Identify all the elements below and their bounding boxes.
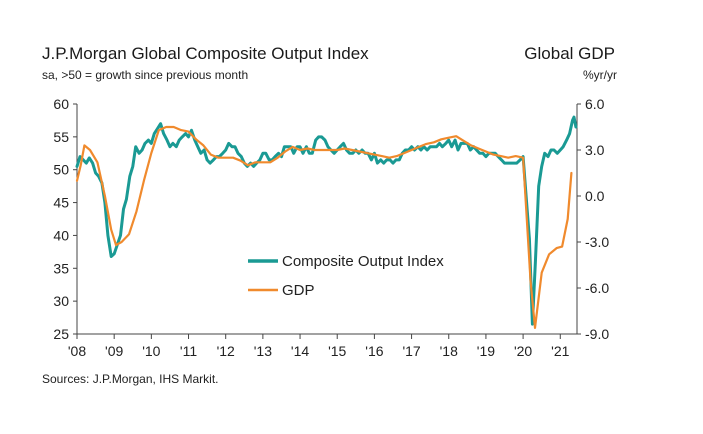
axes-group: 25 30 35 40 45 50 55 60 -9.0 -6.0 -3.0 0.0 3.0 6.0 '08…	[53, 96, 609, 359]
x-tick-label: '18	[440, 343, 458, 359]
right-tick-label: 6.0	[585, 96, 605, 112]
series-group	[75, 115, 578, 329]
right-axis-unit: %yr/yr	[583, 68, 617, 82]
left-tick-label: 45	[53, 195, 69, 211]
legend-label-composite-output-index: Composite Output Index	[282, 253, 444, 270]
x-tick-label: '09	[105, 343, 123, 359]
x-tick-label: '11	[180, 343, 197, 359]
chart-subtitle: sa, >50 = growth since previous month	[42, 68, 249, 82]
x-tick-label: '15	[328, 343, 346, 359]
x-tick-label: '19	[477, 343, 495, 359]
right-tick-label: -6.0	[585, 280, 609, 296]
legend-label-gdp: GDP	[282, 282, 315, 299]
legend: Composite Output Index GDP	[248, 253, 444, 299]
x-tick-label: '13	[254, 343, 272, 359]
x-tick-label: '12	[217, 343, 235, 359]
left-tick-label: 55	[53, 129, 69, 145]
chart-title: J.P.Morgan Global Composite Output Index	[42, 44, 369, 63]
right-axis-title: Global GDP	[524, 44, 615, 63]
left-tick-label: 30	[53, 293, 69, 309]
right-tick-label: 0.0	[585, 188, 605, 204]
right-tick-label: -3.0	[585, 234, 609, 250]
x-tick-label: '21	[551, 343, 569, 359]
left-tick-label: 60	[53, 96, 69, 112]
series-line-composite-output-index	[75, 115, 578, 326]
source-note: Sources: J.P.Morgan, IHS Markit.	[42, 372, 219, 386]
series-line-gdp	[75, 125, 573, 329]
right-tick-label: -9.0	[585, 326, 609, 342]
left-tick-label: 50	[53, 162, 69, 178]
x-tick-label: '14	[291, 343, 309, 359]
x-tick-label: '16	[365, 343, 383, 359]
x-tick-label: '17	[402, 343, 420, 359]
left-tick-label: 35	[53, 260, 69, 276]
right-tick-label: 3.0	[585, 142, 605, 158]
left-tick-label: 25	[53, 326, 69, 342]
x-tick-label: '20	[514, 343, 532, 359]
x-tick-label: '10	[142, 343, 160, 359]
left-tick-label: 40	[53, 227, 69, 243]
x-tick-label: '08	[68, 343, 86, 359]
